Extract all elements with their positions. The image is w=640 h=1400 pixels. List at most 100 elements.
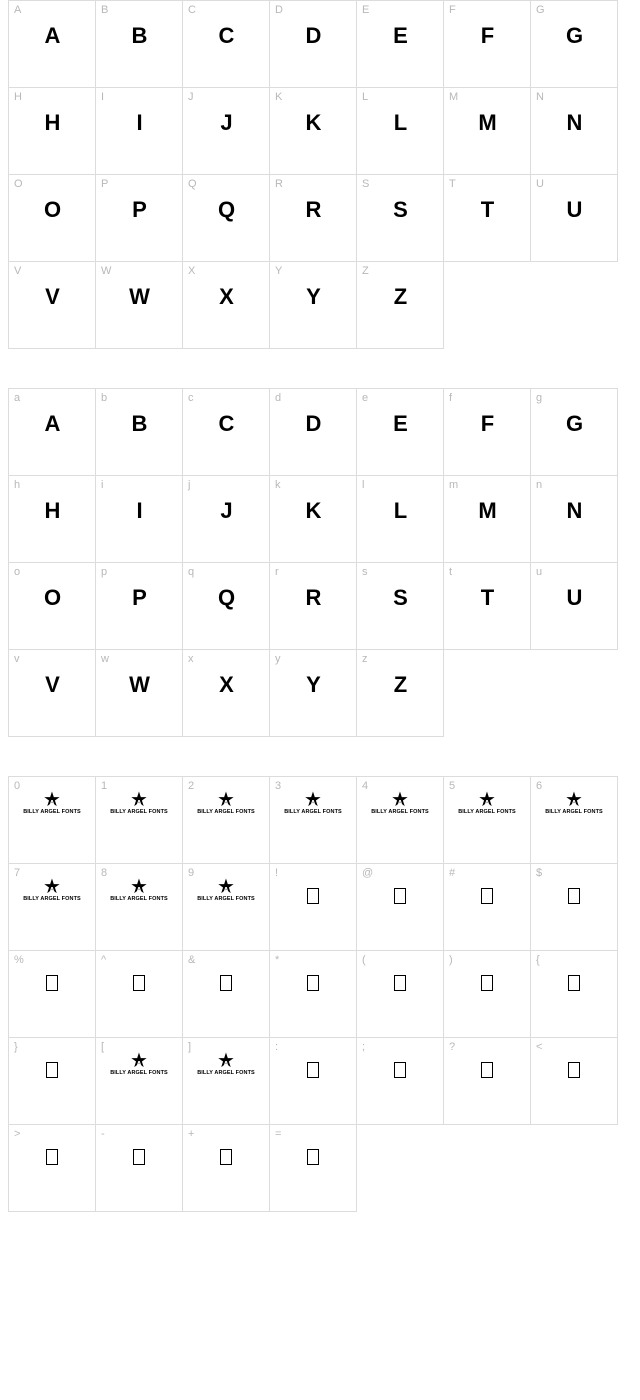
star-icon: ★A [43, 878, 61, 896]
glyph-display: Z [357, 284, 443, 310]
cell-label: Z [362, 265, 369, 277]
cell-label: v [14, 653, 20, 665]
empty-glyph-icon [46, 975, 58, 991]
glyph-cell: 5★ABILLY ARGEL FONTS [443, 776, 531, 864]
glyph-display: I [96, 498, 182, 524]
cell-label: = [275, 1128, 281, 1140]
glyph-cell: = [269, 1124, 357, 1212]
glyph-display: Q [183, 197, 269, 223]
empty-glyph-icon [307, 975, 319, 991]
cell-label: O [14, 178, 23, 190]
glyph-cell: iI [95, 475, 183, 563]
glyph-display: L [357, 498, 443, 524]
star-icon: ★A [43, 791, 61, 809]
glyph-cell: > [8, 1124, 96, 1212]
empty-glyph-icon [46, 1149, 58, 1165]
star-icon: ★A [130, 878, 148, 896]
empty-glyph-icon [220, 975, 232, 991]
cell-label: ? [449, 1041, 455, 1053]
cell-label: U [536, 178, 544, 190]
cell-label: ! [275, 867, 278, 879]
glyph-cell: eE [356, 388, 444, 476]
cell-label: % [14, 954, 24, 966]
glyph-cell: RR [269, 174, 357, 262]
cell-label: E [362, 4, 369, 16]
glyph-cell: hH [8, 475, 96, 563]
glyph-cell: QQ [182, 174, 270, 262]
cell-label: D [275, 4, 283, 16]
logo-glyph: ★ABILLY ARGEL FONTS [183, 791, 269, 815]
glyph-display: N [531, 498, 617, 524]
glyph-cell: dD [269, 388, 357, 476]
glyph-display: O [9, 585, 95, 611]
glyph-display: U [531, 197, 617, 223]
glyph-display: J [183, 110, 269, 136]
glyph-cell: SS [356, 174, 444, 262]
empty-glyph-icon [394, 1062, 406, 1078]
glyph-cell: GG [530, 0, 618, 88]
glyph-cell: yY [269, 649, 357, 737]
glyph-display: X [183, 672, 269, 698]
cell-label: W [101, 265, 111, 277]
cell-label: L [362, 91, 368, 103]
glyph-display: N [531, 110, 617, 136]
glyph-display: V [9, 284, 95, 310]
glyph-cell: OO [8, 174, 96, 262]
glyph-cell: VV [8, 261, 96, 349]
glyph-cell: oO [8, 562, 96, 650]
logo-glyph: ★ABILLY ARGEL FONTS [357, 791, 443, 815]
glyph-cell: ZZ [356, 261, 444, 349]
cell-label: K [275, 91, 282, 103]
star-icon: ★A [217, 878, 235, 896]
glyph-cell: 3★ABILLY ARGEL FONTS [269, 776, 357, 864]
logo-glyph: ★ABILLY ARGEL FONTS [183, 1052, 269, 1076]
glyph-display: B [96, 23, 182, 49]
cell-label: g [536, 392, 542, 404]
glyph-cell: gG [530, 388, 618, 476]
glyph-cell: pP [95, 562, 183, 650]
glyph-cell: 8★ABILLY ARGEL FONTS [95, 863, 183, 951]
cell-label: J [188, 91, 194, 103]
glyph-cell: ? [443, 1037, 531, 1125]
logo-glyph: ★ABILLY ARGEL FONTS [9, 878, 95, 902]
cell-label: : [275, 1041, 278, 1053]
glyph-cell: - [95, 1124, 183, 1212]
empty-glyph-icon [307, 1062, 319, 1078]
cell-label: { [536, 954, 540, 966]
glyph-display: Z [357, 672, 443, 698]
glyph-cell: } [8, 1037, 96, 1125]
glyph-cell: nN [530, 475, 618, 563]
glyph-cell: & [182, 950, 270, 1038]
glyph-display: G [531, 411, 617, 437]
glyph-display: G [531, 23, 617, 49]
glyph-cell: kK [269, 475, 357, 563]
glyph-display: S [357, 197, 443, 223]
glyph-cell: XX [182, 261, 270, 349]
empty-glyph-icon [481, 975, 493, 991]
cell-label: Q [188, 178, 197, 190]
cell-label: x [188, 653, 194, 665]
empty-glyph-icon [394, 888, 406, 904]
glyph-cell: * [269, 950, 357, 1038]
glyph-cell: KK [269, 87, 357, 175]
glyph-display: C [183, 23, 269, 49]
glyph-display: D [270, 411, 356, 437]
glyph-display: A [9, 23, 95, 49]
glyph-cell: ; [356, 1037, 444, 1125]
glyph-display: T [444, 585, 530, 611]
cell-label: P [101, 178, 108, 190]
glyph-cell: 9★ABILLY ARGEL FONTS [182, 863, 270, 951]
cell-label: d [275, 392, 281, 404]
cell-label: C [188, 4, 196, 16]
cell-label: p [101, 566, 107, 578]
star-icon: ★A [304, 791, 322, 809]
empty-glyph-icon [568, 975, 580, 991]
glyph-display: W [96, 284, 182, 310]
lowercase-section: aAbBcCdDeEfFgGhHiIjJkKlLmMnNoOpPqQrRsStT… [8, 388, 624, 736]
cell-label: B [101, 4, 108, 16]
cell-label: k [275, 479, 281, 491]
cell-label: o [14, 566, 20, 578]
empty-glyph-icon [220, 1149, 232, 1165]
glyph-cell: NN [530, 87, 618, 175]
cell-label: j [188, 479, 190, 491]
